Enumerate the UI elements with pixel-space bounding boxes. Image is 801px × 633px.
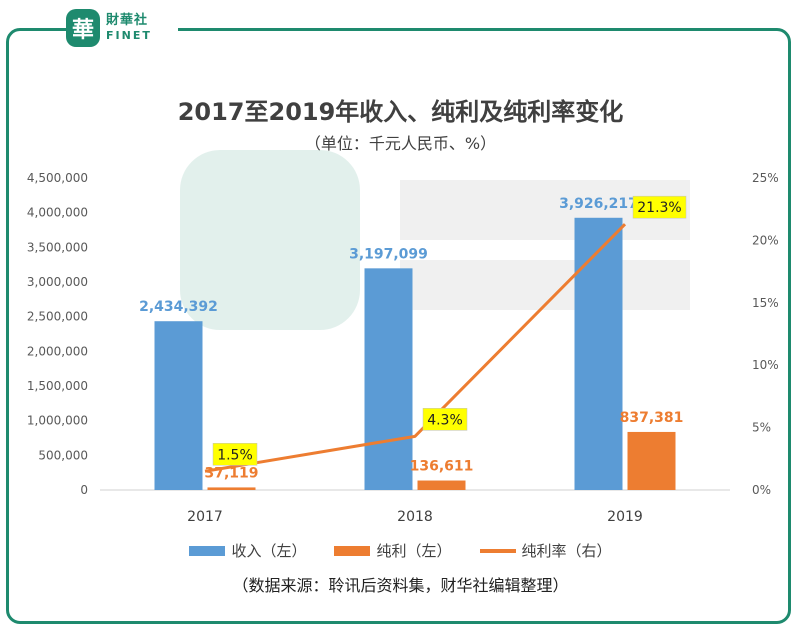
- y-left-tick-label: 3,500,000: [27, 240, 88, 254]
- y-left-tick-label: 4,500,000: [27, 171, 88, 185]
- y-right-tick-label: 20%: [752, 233, 779, 247]
- net-profit-data-label: 136,611: [410, 459, 474, 475]
- net-profit-bar: [627, 431, 676, 490]
- x-tick-label: 2017: [187, 509, 223, 525]
- legend-item-revenue: 收入（左）: [189, 540, 306, 561]
- finet-logo: 華 財華社 FINET: [66, 8, 178, 48]
- x-tick-label: 2018: [397, 509, 433, 525]
- logo-name-cn: 財華社: [106, 13, 149, 28]
- logo-name-en: FINET: [106, 29, 152, 42]
- legend-label-net-profit: 纯利（左）: [376, 542, 452, 560]
- legend-item-net-margin: 纯利率（右）: [479, 540, 612, 561]
- y-right-tick-label: 0%: [752, 483, 771, 497]
- y-left-tick-label: 500,000: [38, 448, 88, 462]
- y-left-tick-label: 4,000,000: [27, 206, 88, 220]
- chart-frame: [6, 28, 791, 624]
- y-right-tick-label: 10%: [752, 358, 779, 372]
- source-note: （数据来源：聆讯后资料集，财华社编辑整理）: [232, 576, 569, 595]
- y-left-tick-label: 3,000,000: [27, 275, 88, 289]
- chart-subtitle: （单位：千元人民币、%）: [304, 134, 497, 153]
- revenue-data-label: 3,926,217: [559, 196, 638, 212]
- net-profit-bar: [207, 487, 256, 490]
- finet-logo-text: 財華社 FINET: [106, 13, 152, 43]
- net-profit-data-label: 837,381: [620, 410, 684, 426]
- y-right-tick-label: 5%: [752, 421, 771, 435]
- legend-line-net-margin: [479, 548, 516, 553]
- revenue-bar: [574, 217, 623, 490]
- y-right-tick-label: 15%: [752, 296, 779, 310]
- revenue-data-label: 3,197,099: [349, 246, 428, 262]
- chart-legend: 收入（左） 纯利（左） 纯利率（右）: [0, 540, 801, 561]
- net-margin-data-label: 1.5%: [217, 447, 253, 463]
- y-left-tick-label: 1,500,000: [27, 379, 88, 393]
- revenue-bar: [154, 321, 203, 490]
- net-margin-label-highlight: [212, 443, 258, 466]
- revenue-bar: [364, 268, 413, 490]
- x-tick-label: 2019: [607, 509, 643, 525]
- net-profit-bar: [417, 480, 466, 490]
- y-left-tick-label: 2,000,000: [27, 344, 88, 358]
- revenue-data-label: 2,434,392: [139, 299, 218, 315]
- finet-logo-icon: 華: [66, 9, 100, 47]
- net-margin-line: [204, 223, 627, 473]
- net-margin-data-label: 4.3%: [427, 412, 463, 428]
- y-left-tick-label: 0: [80, 483, 88, 497]
- chart-title: 2017至2019年收入、纯利及纯利率变化: [177, 98, 624, 126]
- net-margin-data-label: 21.3%: [637, 200, 681, 216]
- net-margin-label-highlight: [632, 195, 687, 219]
- legend-item-net-profit: 纯利（左）: [334, 540, 452, 561]
- legend-label-revenue: 收入（左）: [231, 542, 307, 560]
- y-left-tick-label: 1,000,000: [27, 414, 88, 428]
- y-left-tick-label: 2,500,000: [27, 310, 88, 324]
- legend-swatch-net-profit: [334, 545, 371, 556]
- net-margin-label-highlight: [422, 408, 468, 431]
- y-right-tick-label: 25%: [752, 171, 779, 185]
- legend-label-net-margin: 纯利率（右）: [521, 542, 612, 560]
- legend-swatch-revenue: [189, 545, 226, 556]
